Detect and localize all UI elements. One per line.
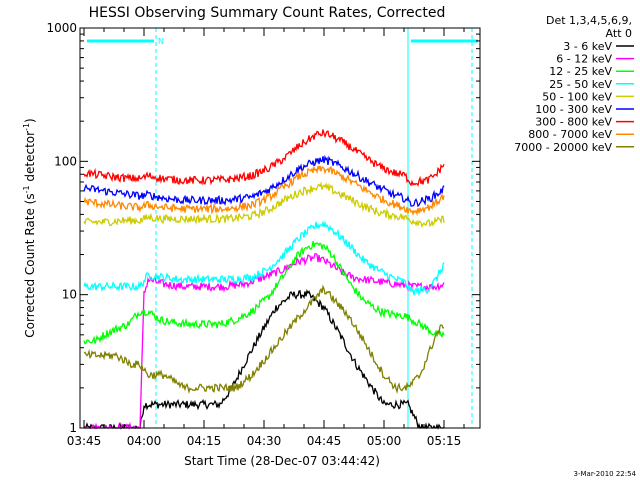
x-tick-label-1: 04:00 [127, 434, 162, 448]
legend-label-0: 3 - 6 keV [563, 40, 612, 53]
x-tick-label-0: 03:45 [67, 434, 102, 448]
legend-label-2: 12 - 25 keV [549, 65, 612, 78]
legend-label-6: 300 - 800 keV [535, 116, 612, 129]
series-line-5 [83, 154, 445, 208]
y-tick-label-3: 1000 [46, 21, 77, 35]
chart-title: HESSI Observing Summary Count Rates, Cor… [89, 5, 446, 21]
y-tick-label-2: 100 [54, 154, 77, 168]
y-tick-label-1: 10 [62, 288, 77, 302]
x-tick-label-2: 04:15 [187, 434, 222, 448]
series-group [83, 129, 445, 430]
x-tick-label-4: 04:45 [307, 434, 342, 448]
legend-label-4: 50 - 100 keV [542, 90, 612, 103]
legend-label-7: 800 - 7000 keV [528, 128, 612, 141]
x-tick-label-5: 05:00 [367, 434, 402, 448]
night-marker-label: N [158, 37, 164, 46]
x-tick-label-3: 04:30 [247, 434, 282, 448]
legend-header-line2: Att 0 [606, 27, 632, 40]
y-tick-label-0: 1 [69, 421, 77, 435]
y-axis-label-mid: detector [23, 131, 37, 186]
series-line-1 [83, 253, 445, 430]
x-axis-label: Start Time (28-Dec-07 03:44:42) [184, 454, 380, 468]
axes: 1 10 100 1000 03:45 04:00 04:15 04:30 04:45 05:00… [46, 21, 480, 448]
series-line-3 [83, 220, 445, 297]
legend-header-line1: Det 1,3,4,5,6,9, [546, 14, 632, 27]
y-axis-label: Corrected Count Rate (s-1 detector-1) [22, 118, 37, 337]
legend-label-5: 100 - 300 keV [535, 103, 612, 116]
night-markers: N [87, 28, 478, 428]
plot-frame [79, 27, 481, 429]
series-line-0 [83, 289, 445, 430]
y-axis-label-sup1: -1 [22, 185, 31, 193]
series-line-2 [83, 240, 445, 345]
y-axis-label-main: Corrected Count Rate (s [23, 193, 37, 337]
series-line-7 [83, 165, 445, 217]
series-line-6 [83, 129, 445, 187]
y-axis-label-sup2: -1 [22, 123, 31, 131]
legend-label-3: 25 - 50 keV [549, 78, 612, 91]
y-axis-label-end: ) [23, 118, 37, 123]
footer-timestamp: 3-Mar-2010 22:54 [574, 470, 637, 478]
legend-label-8: 7000 - 20000 keV [514, 141, 612, 154]
series-line-8 [83, 284, 445, 395]
x-tick-label-6: 05:15 [427, 434, 462, 448]
legend-label-1: 6 - 12 keV [556, 53, 612, 66]
series-line-4 [83, 181, 445, 229]
